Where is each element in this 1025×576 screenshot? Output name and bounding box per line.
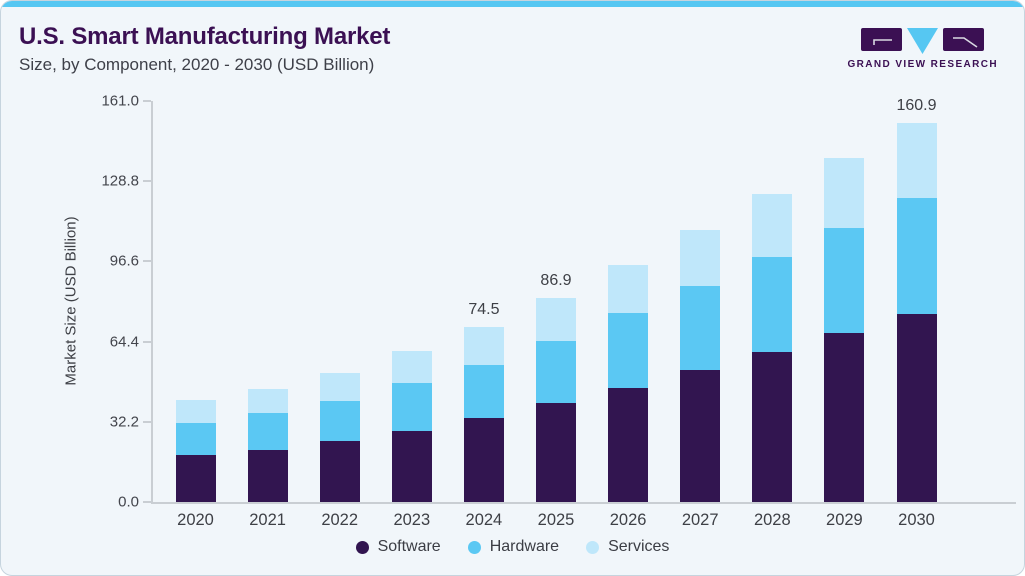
bar-segment-services-2027 [680, 230, 721, 287]
bar-segment-hardware-2026 [608, 313, 649, 389]
bar-segment-hardware-2020 [175, 423, 216, 455]
bar-segment-services-2025 [536, 297, 576, 341]
bar-segment-services-2028 [752, 193, 793, 258]
bar-segment-services-2021 [247, 388, 288, 414]
bar-segment-services-2026 [608, 264, 649, 314]
legend-label: Hardware [489, 538, 560, 555]
x-tick-label-2023: 2023 [393, 511, 431, 529]
y-tick-label: 0.0 [118, 493, 139, 511]
bar-segment-services-2029 [824, 157, 865, 229]
y-tick-mark [143, 501, 151, 503]
bar-segment-services-2023 [391, 351, 432, 384]
x-tick-label-2026: 2026 [609, 511, 647, 529]
bar-total-label-2025: 86.9 [540, 271, 572, 289]
x-tick-label-2021: 2021 [249, 511, 286, 529]
bar-stack-2027 [680, 230, 721, 502]
bar-segment-hardware-2027 [680, 286, 721, 371]
legend-label: Services [608, 538, 670, 555]
x-tick-label-2025: 2025 [537, 511, 575, 529]
legend-item-services: Services [586, 538, 669, 556]
bar-segment-hardware-2024 [463, 364, 504, 419]
bar-segment-services-2030 [896, 123, 937, 198]
bar-stack-2030 [896, 123, 937, 502]
legend-item-hardware: Hardware [467, 538, 560, 556]
bar-segment-software-2030 [896, 313, 937, 502]
bar-segment-services-2020 [175, 399, 216, 424]
bar-stack-2023 [391, 351, 432, 502]
bar-stack-2028 [752, 193, 793, 502]
x-tick-label-2029: 2029 [826, 511, 863, 529]
bar-segment-hardware-2021 [247, 413, 288, 450]
bar-segment-software-2022 [319, 441, 360, 502]
bar-segment-services-2024 [463, 326, 504, 365]
bar-segment-software-2029 [824, 333, 865, 502]
bar-stack-2021 [247, 388, 288, 502]
y-tick-label: 161.0 [101, 92, 139, 110]
plot-area: 0.0 32.2 64.4 96.6 128.8 161.0 2020 2021 2022 202… [101, 93, 1016, 529]
logo-g-mark-icon [861, 28, 903, 51]
bar-segment-hardware-2029 [824, 228, 865, 334]
logo-text: GRAND VIEW RESEARCH [847, 59, 998, 70]
bar-segment-software-2027 [680, 370, 721, 502]
bar-total-label-2030: 160.9 [896, 97, 937, 115]
chart-subtitle: Size, by Component, 2020 - 2030 (USD Bil… [19, 55, 375, 74]
y-axis-title: Market Size (USD Billion) [62, 216, 80, 386]
legend-label: Software [377, 538, 441, 555]
y-tick-mark [143, 340, 151, 343]
legend-item-software: Software [355, 538, 441, 556]
bar-segment-software-2024 [463, 418, 504, 502]
y-tick-label: 32.2 [109, 413, 139, 431]
grand-view-research-logo: GRAND VIEW RESEARCH [848, 28, 999, 70]
chart-legend: Software Hardware Services [1, 538, 1024, 556]
bar-segment-software-2025 [536, 403, 576, 502]
y-tick-mark [143, 260, 151, 263]
x-tick-label-2022: 2022 [321, 511, 359, 529]
bar-segment-software-2023 [391, 431, 432, 502]
bar-segment-hardware-2025 [536, 340, 576, 404]
bar-segment-hardware-2023 [391, 383, 432, 432]
x-tick-label-2020: 2020 [177, 511, 214, 529]
legend-dot-icon [467, 540, 481, 554]
y-tick-label: 128.8 [101, 172, 139, 190]
bar-segment-hardware-2022 [319, 400, 360, 442]
bar-stack-2025 [536, 297, 576, 502]
logo-marks [861, 28, 985, 54]
legend-dot-icon [355, 540, 369, 554]
x-tick-label-2028: 2028 [753, 511, 791, 529]
bar-segment-services-2022 [319, 372, 360, 401]
y-tick-mark [143, 180, 151, 183]
bar-segment-hardware-2028 [752, 257, 793, 353]
bar-total-label-2024: 74.5 [468, 300, 500, 318]
y-tick-mark [143, 420, 151, 423]
bar-stack-2022 [319, 372, 360, 502]
bar-stack-2024 [463, 326, 504, 502]
y-tick-label: 64.4 [109, 333, 139, 351]
x-tick-label-2030: 2030 [898, 511, 935, 529]
x-tick-label-2027: 2027 [681, 511, 719, 529]
bar-segment-software-2020 [175, 454, 216, 502]
legend-dot-icon [586, 540, 600, 554]
top-accent-bar [1, 1, 1024, 7]
bar-segment-software-2028 [752, 352, 793, 502]
logo-v-triangle-icon [907, 28, 939, 54]
bar-segment-hardware-2030 [896, 197, 937, 314]
bar-segment-software-2021 [247, 449, 288, 502]
x-tick-label-2024: 2024 [465, 511, 503, 529]
page-title: U.S. Smart Manufacturing Market [19, 23, 391, 50]
bar-stack-2026 [608, 264, 649, 502]
bar-segment-software-2026 [608, 388, 649, 502]
logo-r-mark-icon [943, 28, 985, 51]
bar-stack-2020 [175, 399, 216, 502]
y-tick-label: 96.6 [109, 252, 139, 270]
bar-stack-2029 [824, 157, 865, 502]
y-tick-mark [143, 100, 151, 102]
